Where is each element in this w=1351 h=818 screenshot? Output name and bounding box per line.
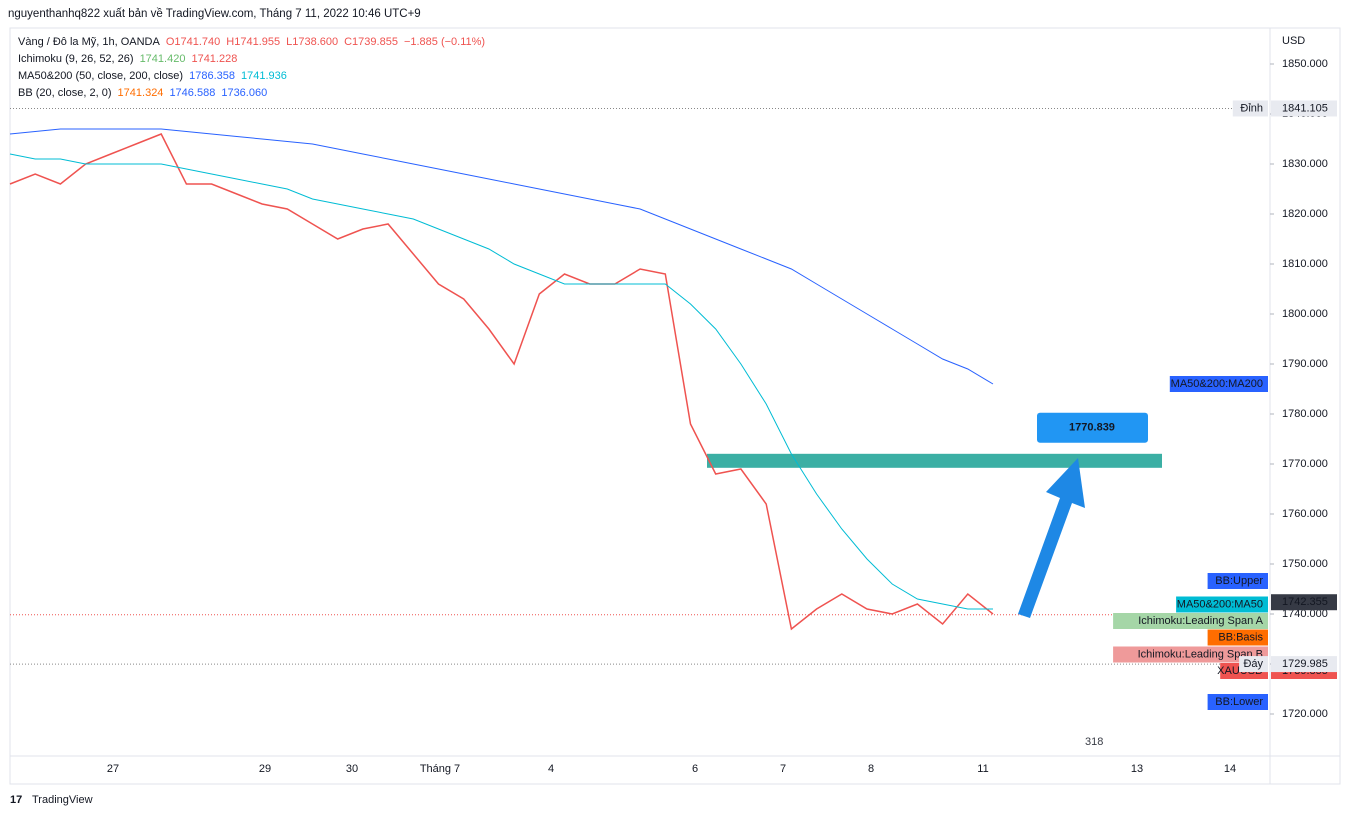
price-label: 1729.985 (1282, 658, 1328, 670)
legend-name: MA50&200 (50, close, 200, close) (18, 70, 183, 82)
tag-label: Ichimoku:Leading Span B (1138, 648, 1263, 660)
legend-value: −1.885 (−0.11%) (404, 36, 485, 48)
x-tick-label: 7 (780, 763, 786, 775)
tag-bg (1113, 613, 1268, 629)
series-line (9, 128, 994, 385)
legend-value: 1741.228 (191, 53, 237, 65)
series-line (9, 153, 993, 610)
tag-bg (1169, 376, 1268, 392)
y-tick-label: 1850.000 (1282, 58, 1328, 70)
target-zone (707, 453, 1162, 468)
y-tick-label: 1800.000 (1282, 308, 1328, 320)
price-bg (1271, 594, 1337, 611)
legend-value: 1786.358 (189, 70, 235, 82)
price-bg (1271, 100, 1337, 117)
y-tick-label: 1810.000 (1282, 258, 1328, 270)
series-line (9, 133, 994, 631)
x-tick-label: 13 (1131, 763, 1143, 775)
x-tick-label: 6 (692, 763, 698, 775)
y-tick-label: 1830.000 (1282, 158, 1328, 170)
currency: USD (1282, 35, 1305, 47)
legend-row: MA50&200 (50, close, 200, close) 1786.358… (18, 70, 287, 82)
legend-value: 1741.420 (140, 53, 186, 65)
y-tick-label: 1780.000 (1282, 408, 1328, 420)
tag-label: Đỉnh (1240, 102, 1263, 114)
x-tick-label: 4 (548, 763, 554, 775)
tag-bg (1232, 100, 1268, 117)
y-tick-label: 1740.000 (1282, 608, 1328, 620)
legend-name: Vàng / Đô la Mỹ, 1h, OANDA (18, 36, 160, 48)
tag-bg (1207, 629, 1268, 646)
frame (9, 27, 1341, 785)
x-tick-label: 29 (259, 763, 271, 775)
x-tick-label: Tháng 7 (420, 763, 460, 775)
legend-row: Ichimoku (9, 26, 52, 26) 1741.420 1741.228 (18, 53, 237, 65)
legend-value: 1741.936 (241, 70, 287, 82)
price-bg (1271, 656, 1337, 673)
price-label: 1841.105 (1282, 102, 1328, 114)
brand-logo: 17 (10, 794, 22, 806)
y-tick-label: 1790.000 (1282, 358, 1328, 370)
legend-value: L1738.600 (286, 36, 338, 48)
legend-value: C1739.855 (344, 36, 398, 48)
tag-bg (1113, 646, 1268, 663)
x-tick-label: 8 (868, 763, 874, 775)
x-tick-label: 27 (107, 763, 119, 775)
y-tick-label: 1820.000 (1282, 208, 1328, 220)
x-tick-label: 11 (977, 763, 988, 775)
legend-row: Vàng / Đô la Mỹ, 1h, OANDA O1741.740 H1741… (18, 36, 485, 48)
tag-bg (1176, 596, 1268, 613)
legend-name: Ichimoku (9, 26, 52, 26) (18, 53, 134, 65)
tag-label: BB:Basis (1218, 631, 1263, 643)
arrow (1018, 458, 1085, 618)
target-tag (1037, 412, 1148, 443)
legend-row: BB (20, close, 2, 0) 1741.324 1746.588 1736… (18, 87, 267, 99)
legend-value: 1736.060 (221, 87, 267, 99)
tag-bg (1239, 656, 1268, 673)
tag-label: BB:Upper (1215, 575, 1263, 587)
tag-label: MA50&200:MA50 (1177, 598, 1263, 610)
price-label: 1742.355 (1282, 596, 1328, 608)
tag-bg (1207, 694, 1268, 710)
y-tick-label: 1760.000 (1282, 508, 1328, 520)
legend-value: H1741.955 (226, 36, 280, 48)
tag-label: Ichimoku:Leading Span A (1138, 615, 1263, 627)
tag-label: Đáy (1243, 658, 1263, 670)
y-tick-label: 1770.000 (1282, 458, 1328, 470)
target-label: 1770.839 (1069, 422, 1115, 434)
brand: TradingView (32, 794, 93, 806)
x-tick-label: 14 (1224, 763, 1236, 775)
y-tick-label: 1720.000 (1282, 708, 1328, 720)
y-tick-label: 1750.000 (1282, 558, 1328, 570)
legend-value: 1746.588 (169, 87, 215, 99)
tag-label: MA50&200:MA200 (1171, 378, 1263, 390)
watermark: 318 (1085, 736, 1103, 748)
x-tick-label: 30 (346, 763, 358, 775)
tag-bg (1207, 573, 1268, 589)
legend-name: BB (20, close, 2, 0) (18, 87, 112, 99)
publisher: nguyenthanhq822 xuất bản về TradingView.… (8, 8, 421, 20)
legend-value: O1741.740 (166, 36, 220, 48)
legend-value: 1741.324 (118, 87, 164, 99)
tag-label: BB:Lower (1215, 696, 1263, 708)
